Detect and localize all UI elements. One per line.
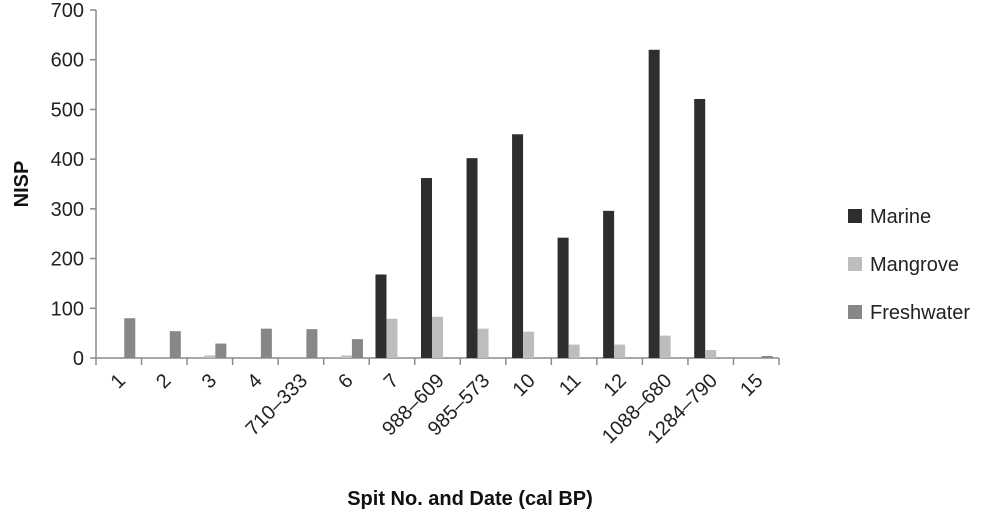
y-tick-label: 700 xyxy=(51,0,84,22)
x-tick-label: 1 xyxy=(107,370,130,393)
legend: Marine Mangrove Freshwater xyxy=(848,206,970,324)
bar-mangrove-12 xyxy=(614,344,626,358)
legend-label-mangrove: Mangrove xyxy=(870,254,959,276)
y-axis-title: NISP xyxy=(11,161,33,208)
bar-marine-1284–790 xyxy=(694,98,706,358)
bar-freshwater-15 xyxy=(761,356,773,358)
bar-mangrove-6 xyxy=(340,355,352,358)
y-tick-label: 300 xyxy=(51,199,84,221)
bar-freshwater-710–333 xyxy=(306,329,318,358)
bar-marine-7 xyxy=(375,274,387,358)
x-ticks xyxy=(95,358,780,365)
bar-mangrove-1088–680 xyxy=(659,335,671,358)
y-tick-label: 500 xyxy=(51,99,84,121)
legend-swatch-marine xyxy=(848,209,862,223)
legend-swatch-mangrove xyxy=(848,257,862,271)
y-tick-label: 0 xyxy=(73,348,84,370)
legend-swatch-freshwater xyxy=(848,305,862,319)
y-tick-label: 200 xyxy=(51,249,84,271)
x-axis-title: Spit No. and Date (cal BP) xyxy=(347,488,593,510)
x-tick-label: 7 xyxy=(380,370,403,393)
x-tick-label: 11 xyxy=(555,370,585,400)
x-tick-label: 10 xyxy=(509,370,540,401)
bar-mangrove-985–573 xyxy=(477,328,489,358)
bar-marine-1088–680 xyxy=(648,49,660,359)
legend-label-freshwater: Freshwater xyxy=(870,302,970,324)
x-tick-label: 15 xyxy=(736,370,767,401)
bar-mangrove-7 xyxy=(386,318,398,358)
bar-freshwater-4 xyxy=(260,328,272,358)
y-tick-label: 100 xyxy=(51,298,84,320)
bar-marine-988–609 xyxy=(421,178,432,358)
legend-label-marine: Marine xyxy=(870,206,931,228)
bar-marine-12 xyxy=(603,210,615,358)
bar-freshwater-3 xyxy=(215,343,227,358)
bar-marine-985–573 xyxy=(466,158,478,358)
bar-freshwater-6 xyxy=(351,339,363,358)
bar-mangrove-11 xyxy=(568,344,580,358)
bar-marine-10 xyxy=(512,134,524,358)
x-tick-label: 4 xyxy=(243,370,266,393)
y-tick-label: 600 xyxy=(51,50,84,72)
x-tick-label: 6 xyxy=(334,370,357,393)
bar-marine-11 xyxy=(557,237,569,358)
y-tick-label: 400 xyxy=(51,149,84,171)
bar-mangrove-988–609 xyxy=(432,316,443,358)
x-tick-label: 2 xyxy=(152,370,175,393)
axes xyxy=(95,10,779,359)
x-tick-label: 3 xyxy=(198,370,221,393)
bar-freshwater-2 xyxy=(169,331,181,358)
y-ticks: 0 100 200 300 400 500 600 700 xyxy=(51,0,96,370)
x-tick-label: 12 xyxy=(600,370,631,401)
bar-freshwater-1 xyxy=(124,318,136,358)
bar-mangrove-10 xyxy=(523,331,535,358)
bar-mangrove-1284–790 xyxy=(705,350,717,358)
bar-mangrove-3 xyxy=(204,355,216,358)
bars xyxy=(124,49,773,359)
